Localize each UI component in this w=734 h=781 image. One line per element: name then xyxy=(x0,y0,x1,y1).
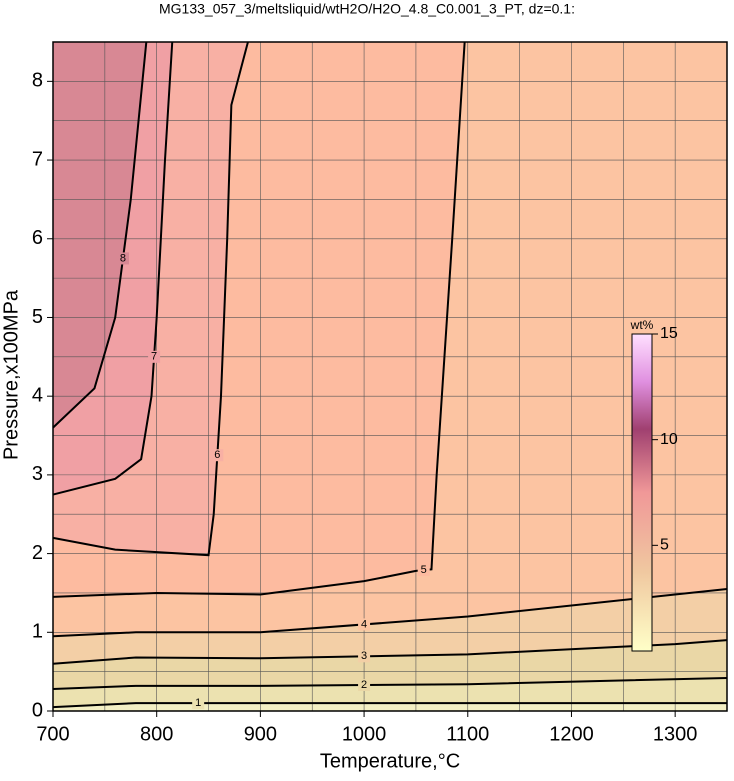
contour-label-bg xyxy=(211,449,224,462)
contour-fill xyxy=(53,42,147,428)
contour-label: 4 xyxy=(361,618,367,630)
y-tick-label: 0 xyxy=(32,699,43,721)
y-tick-label: 4 xyxy=(32,384,43,406)
contour-label: 1 xyxy=(195,697,201,709)
contour-line xyxy=(52,676,728,690)
contour-label-bg xyxy=(358,650,371,663)
colorbar-tick-label: 15 xyxy=(660,325,678,342)
contour-line xyxy=(52,588,728,638)
x-tick-label: 800 xyxy=(140,723,173,745)
contour-label: 3 xyxy=(361,650,367,662)
colorbar-tick-label: 10 xyxy=(660,431,678,448)
y-tick-label: 8 xyxy=(32,70,43,92)
y-tick-label: 1 xyxy=(32,621,43,643)
chart-title: MG133_057_3/meltsliquid/wtH2O/H2O_4.8_C0… xyxy=(159,1,575,17)
contour-label: 8 xyxy=(120,252,126,264)
y-tick-label: 3 xyxy=(32,463,43,485)
contour-label: 2 xyxy=(361,679,367,691)
contour-line xyxy=(52,41,174,496)
y-tick-label: 7 xyxy=(32,148,43,170)
colorbar-label: wt% xyxy=(630,318,654,332)
colorbar-tick-label: 5 xyxy=(660,537,669,554)
x-tick-label: 1200 xyxy=(549,723,594,745)
contour-label-bg xyxy=(148,350,161,363)
y-axis-label: Pressure,x100MPa xyxy=(0,289,22,460)
x-tick-label: 1100 xyxy=(446,723,489,745)
y-tick-label: 2 xyxy=(32,542,43,564)
x-tick-label: 1000 xyxy=(342,723,387,745)
x-tick-label: 1300 xyxy=(653,723,698,745)
contour-label-bg xyxy=(116,252,129,265)
contour-label: 7 xyxy=(151,351,157,363)
plot-frame xyxy=(52,41,728,712)
contour-label-bg xyxy=(417,564,430,577)
x-axis-label: Temperature,°C xyxy=(320,750,460,772)
contour-line xyxy=(52,41,466,598)
y-tick-label: 6 xyxy=(32,227,43,249)
contour-label-bg xyxy=(358,618,371,631)
contour-line xyxy=(52,41,148,429)
contour-label: 6 xyxy=(214,449,220,461)
x-tick-label: 900 xyxy=(244,723,277,745)
contour-label-bg xyxy=(192,697,205,710)
contour-label: 5 xyxy=(421,564,427,576)
contour-label-bg xyxy=(358,679,371,692)
y-tick-label: 5 xyxy=(32,306,43,328)
x-tick-label: 700 xyxy=(36,723,69,745)
colorbar xyxy=(631,333,653,652)
